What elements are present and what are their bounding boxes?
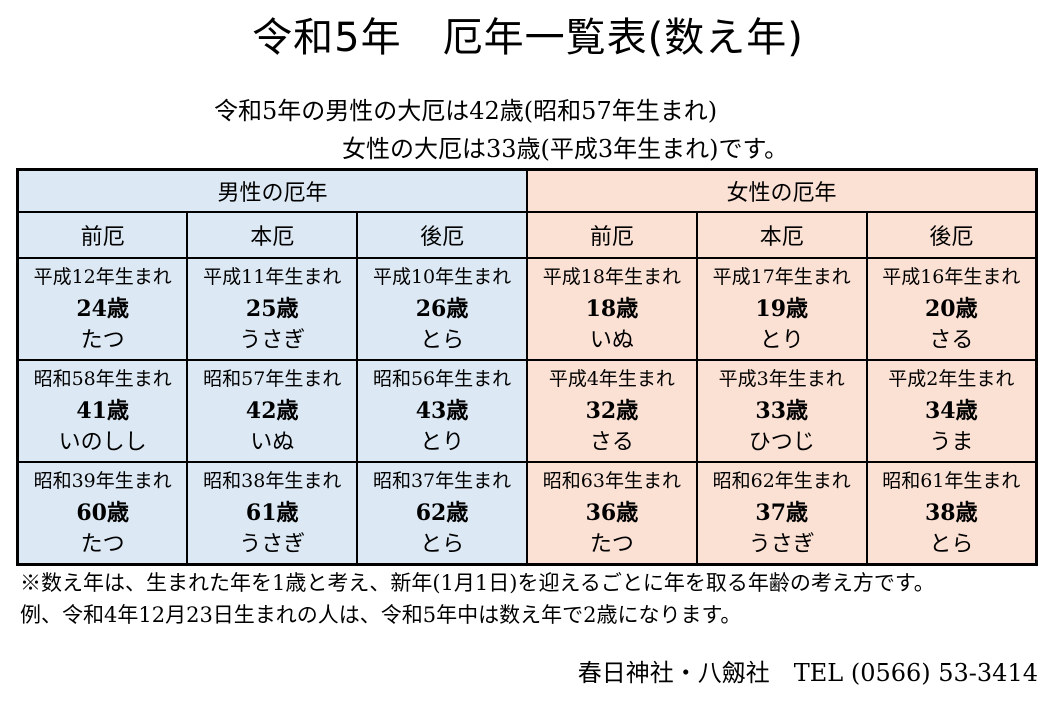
table-cell: 昭和56年生まれ 43歳とり bbox=[356, 358, 528, 463]
group-header-row: 男性の厄年 女性の厄年 bbox=[16, 168, 1038, 213]
table-cell: 昭和57年生まれ 42歳いぬ bbox=[186, 358, 359, 463]
table-cell: 平成12年生まれ 24歳たつ bbox=[16, 256, 189, 361]
column-header: 前厄 bbox=[525, 210, 698, 259]
table-row: 昭和58年生まれ 41歳いのしし 昭和57年生まれ 42歳いぬ 昭和56年生まれ 43歳と… bbox=[16, 358, 1038, 463]
note-kazoedoshi: ※数え年は、生まれた年を1歳と考え、新年(1月1日)を迎えるごとに年を取る年齢の… bbox=[20, 571, 935, 595]
born-year: 昭和58年生まれ bbox=[33, 367, 172, 390]
age: 25歳 bbox=[245, 295, 299, 322]
table-cell: 昭和58年生まれ 41歳いのしし bbox=[16, 358, 189, 463]
zodiac: とら bbox=[420, 327, 465, 353]
zodiac: とり bbox=[759, 327, 804, 353]
zodiac: うさぎ bbox=[239, 327, 306, 353]
age: 38歳 bbox=[925, 499, 978, 526]
age: 42歳 bbox=[245, 397, 299, 424]
zodiac: うさぎ bbox=[748, 531, 815, 557]
zodiac: とら bbox=[420, 531, 465, 557]
zodiac: たつ bbox=[80, 531, 125, 557]
zodiac: とり bbox=[420, 429, 465, 455]
age: 33歳 bbox=[755, 397, 809, 424]
born-year: 平成3年生まれ bbox=[718, 367, 845, 390]
zodiac: たつ bbox=[80, 327, 125, 353]
age: 26歳 bbox=[415, 295, 469, 322]
subtitle-female: 女性の大厄は33歳(平成3年生まれ)です。 bbox=[342, 135, 789, 163]
born-year: 昭和39年生まれ bbox=[33, 469, 172, 492]
zodiac: たつ bbox=[589, 531, 634, 557]
age: 61歳 bbox=[245, 499, 299, 526]
age: 20歳 bbox=[925, 295, 978, 322]
table-cell: 平成16年生まれ 20歳さる bbox=[865, 256, 1038, 361]
born-year: 昭和63年生まれ bbox=[542, 469, 681, 492]
table-cell: 平成2年生まれ 34歳うま bbox=[865, 358, 1038, 463]
column-header-row: 前厄 本厄 後厄 前厄 本厄 後厄 bbox=[16, 210, 1038, 259]
table-cell: 平成17年生まれ 19歳とり bbox=[695, 256, 868, 361]
table-cell: 平成11年生まれ 25歳うさぎ bbox=[186, 256, 359, 361]
zodiac: さる bbox=[589, 429, 634, 455]
born-year: 昭和56年生まれ bbox=[372, 367, 512, 390]
born-year: 昭和62年生まれ bbox=[712, 469, 851, 492]
zodiac: いぬ bbox=[589, 327, 634, 353]
shrine-contact: 春日神社・八劔社 TEL (0566) 53-3414 bbox=[577, 659, 1038, 687]
column-header: 本厄 bbox=[695, 210, 868, 259]
born-year: 平成17年生まれ bbox=[712, 265, 851, 288]
table-cell: 昭和61年生まれ 38歳とら bbox=[865, 460, 1038, 566]
table-cell: 昭和62年生まれ 37歳うさぎ bbox=[695, 460, 868, 566]
zodiac: とら bbox=[929, 531, 974, 557]
age: 24歳 bbox=[76, 295, 129, 322]
born-year: 平成2年生まれ bbox=[888, 367, 1015, 390]
age: 41歳 bbox=[76, 397, 129, 424]
born-year: 昭和57年生まれ bbox=[203, 367, 342, 390]
age: 62歳 bbox=[415, 499, 469, 526]
table-cell: 平成10年生まれ 26歳とら bbox=[356, 256, 528, 361]
table-cell: 昭和39年生まれ 60歳たつ bbox=[16, 460, 189, 566]
born-year: 平成4年生まれ bbox=[548, 367, 675, 390]
table-cell: 昭和38年生まれ 61歳うさぎ bbox=[186, 460, 359, 566]
table-cell: 平成18年生まれ 18歳いぬ bbox=[525, 256, 698, 361]
born-year: 平成12年生まれ bbox=[33, 265, 172, 288]
table-cell: 昭和63年生まれ 36歳たつ bbox=[525, 460, 698, 566]
male-group-header: 男性の厄年 bbox=[16, 168, 528, 213]
age: 34歳 bbox=[925, 397, 978, 424]
column-header: 前厄 bbox=[16, 210, 189, 259]
zodiac: ひつじ bbox=[748, 429, 815, 455]
column-header: 後厄 bbox=[865, 210, 1038, 259]
table-row: 平成12年生まれ 24歳たつ 平成11年生まれ 25歳うさぎ 平成10年生まれ 26歳とら… bbox=[16, 256, 1038, 361]
zodiac: いのしし bbox=[58, 429, 147, 455]
age: 18歳 bbox=[585, 295, 639, 322]
table-row: 昭和39年生まれ 60歳たつ 昭和38年生まれ 61歳うさぎ 昭和37年生まれ 62歳とら… bbox=[16, 460, 1038, 566]
column-header: 後厄 bbox=[356, 210, 528, 259]
age: 36歳 bbox=[585, 499, 639, 526]
age: 37歳 bbox=[755, 499, 809, 526]
age: 32歳 bbox=[585, 397, 639, 424]
born-year: 昭和37年生まれ bbox=[372, 469, 512, 492]
born-year: 昭和61年生まれ bbox=[882, 469, 1021, 492]
born-year: 平成10年生まれ bbox=[372, 265, 512, 288]
zodiac: いぬ bbox=[250, 429, 295, 455]
yakudoshi-table: 男性の厄年 女性の厄年 前厄 本厄 後厄 前厄 本厄 後厄 平成12年生まれ 24… bbox=[16, 168, 1038, 566]
born-year: 平成16年生まれ bbox=[882, 265, 1021, 288]
table-cell: 平成3年生まれ 33歳ひつじ bbox=[695, 358, 868, 463]
age: 60歳 bbox=[76, 499, 129, 526]
subtitle-male: 令和5年の男性の大厄は42歳(昭和57年生まれ) bbox=[214, 97, 718, 125]
page-title: 令和5年 厄年一覧表(数え年) bbox=[252, 15, 804, 61]
age: 19歳 bbox=[755, 295, 809, 322]
zodiac: うさぎ bbox=[239, 531, 306, 557]
column-header: 本厄 bbox=[186, 210, 359, 259]
born-year: 平成11年生まれ bbox=[203, 265, 342, 288]
age: 43歳 bbox=[415, 397, 469, 424]
born-year: 平成18年生まれ bbox=[542, 265, 681, 288]
born-year: 昭和38年生まれ bbox=[203, 469, 342, 492]
note-example: 例、令和4年12月23日生まれの人は、令和5年中は数え年で2歳になります。 bbox=[20, 603, 742, 627]
table-cell: 昭和37年生まれ 62歳とら bbox=[356, 460, 528, 566]
female-group-header: 女性の厄年 bbox=[525, 168, 1038, 213]
zodiac: さる bbox=[929, 327, 974, 353]
table-cell: 平成4年生まれ 32歳さる bbox=[525, 358, 698, 463]
zodiac: うま bbox=[929, 429, 974, 455]
